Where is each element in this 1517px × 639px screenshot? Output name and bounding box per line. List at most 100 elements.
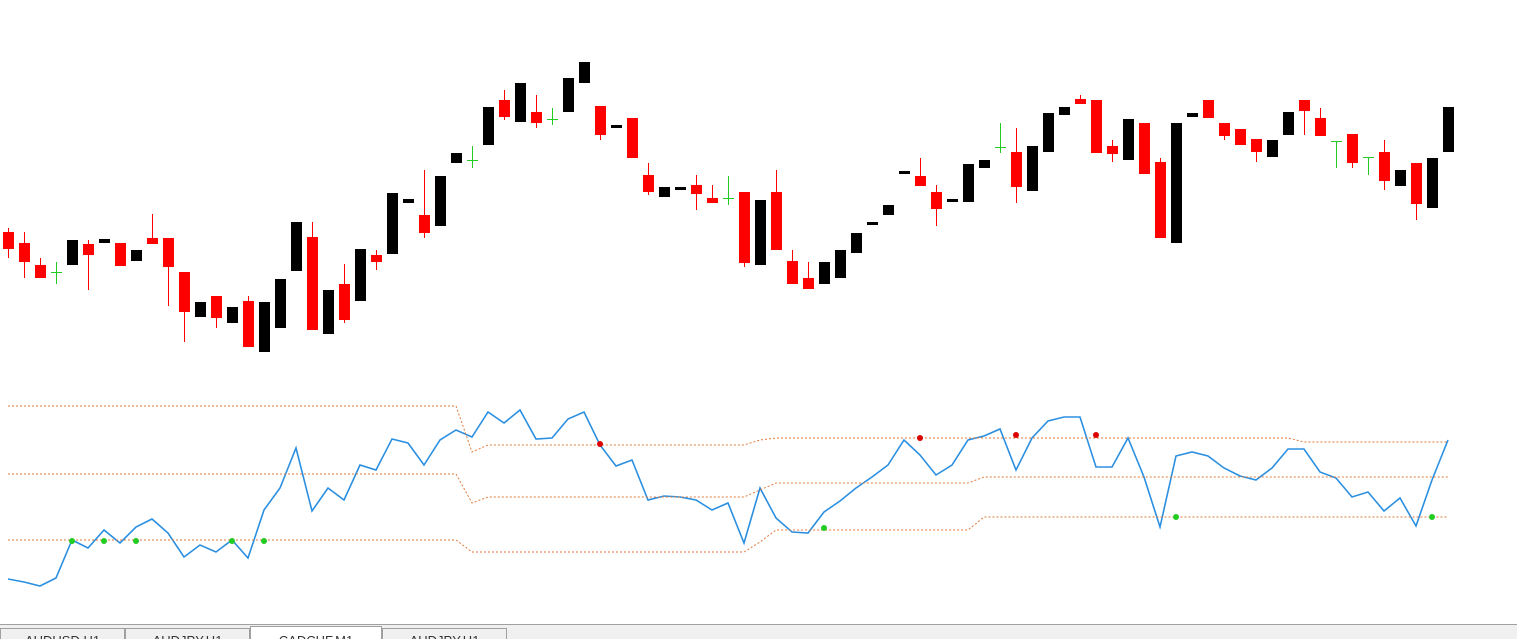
candle-body bbox=[803, 278, 814, 289]
candle-body bbox=[1139, 123, 1150, 174]
candle-body bbox=[259, 302, 270, 352]
candle-body bbox=[499, 100, 510, 117]
candle-body bbox=[787, 261, 798, 284]
band-line bbox=[8, 405, 1448, 453]
candle-body bbox=[339, 284, 350, 320]
band-line bbox=[8, 516, 1448, 553]
candle-body bbox=[243, 301, 254, 347]
tab-label[interactable]: AUDUSD,H1 bbox=[25, 633, 100, 639]
candle-body bbox=[643, 175, 654, 192]
candle-body bbox=[115, 243, 126, 266]
candle-body bbox=[931, 192, 942, 209]
candle-body bbox=[947, 199, 958, 202]
candle-body bbox=[1395, 170, 1406, 186]
candle-body bbox=[323, 290, 334, 334]
candle-body bbox=[531, 112, 542, 123]
candle-body bbox=[595, 106, 606, 135]
candle-body bbox=[403, 199, 414, 203]
candle-body bbox=[1107, 146, 1118, 154]
candle-body bbox=[371, 255, 382, 262]
candle-body bbox=[1011, 152, 1022, 187]
tab bbox=[0, 628, 125, 639]
candle-body bbox=[195, 302, 206, 317]
signal-dot bbox=[261, 538, 267, 544]
candle-body bbox=[1443, 107, 1454, 152]
band-line bbox=[8, 473, 1448, 504]
candle-body bbox=[915, 176, 926, 186]
candle-body bbox=[1075, 99, 1086, 104]
candle-body bbox=[659, 187, 670, 197]
candle-body bbox=[755, 200, 766, 265]
candle-body bbox=[723, 198, 734, 199]
signal-dot bbox=[1429, 514, 1435, 520]
candle-body bbox=[819, 262, 830, 284]
tab bbox=[382, 628, 507, 639]
candle-body bbox=[1315, 118, 1326, 136]
candle-body bbox=[163, 238, 174, 267]
candle-body bbox=[1331, 141, 1342, 142]
candle-body bbox=[131, 250, 142, 261]
candle-body bbox=[451, 153, 462, 163]
candle-body bbox=[35, 265, 46, 278]
signal-dot bbox=[133, 538, 139, 544]
signal-dot bbox=[229, 538, 235, 544]
signal-dot bbox=[597, 441, 603, 447]
candle-body bbox=[419, 215, 430, 233]
candle-body bbox=[1027, 146, 1038, 191]
candle-body bbox=[611, 125, 622, 128]
candle-body bbox=[835, 250, 846, 278]
candle-body bbox=[963, 164, 974, 202]
candle-body bbox=[51, 272, 62, 273]
candle-body bbox=[899, 171, 910, 174]
candle-body bbox=[883, 205, 894, 215]
candle-body bbox=[627, 118, 638, 158]
tab bbox=[250, 626, 382, 639]
candle-body bbox=[1411, 163, 1422, 204]
candle-body bbox=[1043, 113, 1054, 152]
signal-dot bbox=[1093, 432, 1099, 438]
tab-label[interactable]: AUDJPY,H1 bbox=[410, 633, 480, 639]
candle-body bbox=[771, 192, 782, 250]
signal-dot bbox=[821, 525, 827, 531]
candle-body bbox=[83, 244, 94, 255]
candle-body bbox=[1059, 107, 1070, 115]
candle-body bbox=[1379, 152, 1390, 181]
candle-body bbox=[1363, 157, 1374, 158]
candle-body bbox=[435, 176, 446, 226]
candle-body bbox=[1155, 162, 1166, 238]
candle-body bbox=[1251, 139, 1262, 152]
oscillator-line bbox=[7, 408, 1449, 587]
candle-body bbox=[1347, 134, 1358, 163]
tab-label[interactable]: CADCHF,M1 bbox=[279, 633, 353, 639]
candle-body bbox=[867, 222, 878, 225]
candle-body bbox=[99, 239, 110, 243]
candle-body bbox=[3, 232, 14, 249]
candle-body bbox=[275, 279, 286, 328]
candle-body bbox=[19, 243, 30, 262]
candle-body bbox=[467, 160, 478, 161]
candle-body bbox=[691, 185, 702, 194]
candle-body bbox=[147, 238, 158, 244]
candle-body bbox=[1299, 100, 1310, 111]
candle-body bbox=[851, 233, 862, 253]
candle-body bbox=[1203, 100, 1214, 118]
candle-body bbox=[675, 187, 686, 190]
candle-body bbox=[1123, 119, 1134, 160]
candle-body bbox=[1219, 123, 1230, 136]
candle-body bbox=[307, 237, 318, 330]
candle-body bbox=[995, 147, 1006, 148]
candle-body bbox=[291, 222, 302, 271]
candle-body bbox=[1187, 113, 1198, 117]
signal-dot bbox=[1013, 432, 1019, 438]
candle-body bbox=[211, 296, 222, 318]
candle-body bbox=[707, 198, 718, 203]
signal-dot bbox=[69, 538, 75, 544]
candle-body bbox=[227, 307, 238, 323]
candle-body bbox=[1283, 112, 1294, 135]
candle-body bbox=[67, 240, 78, 265]
candle-body bbox=[1171, 123, 1182, 243]
signal-dot bbox=[101, 538, 107, 544]
tab-label[interactable]: AUDJPY,H1 bbox=[153, 633, 223, 639]
